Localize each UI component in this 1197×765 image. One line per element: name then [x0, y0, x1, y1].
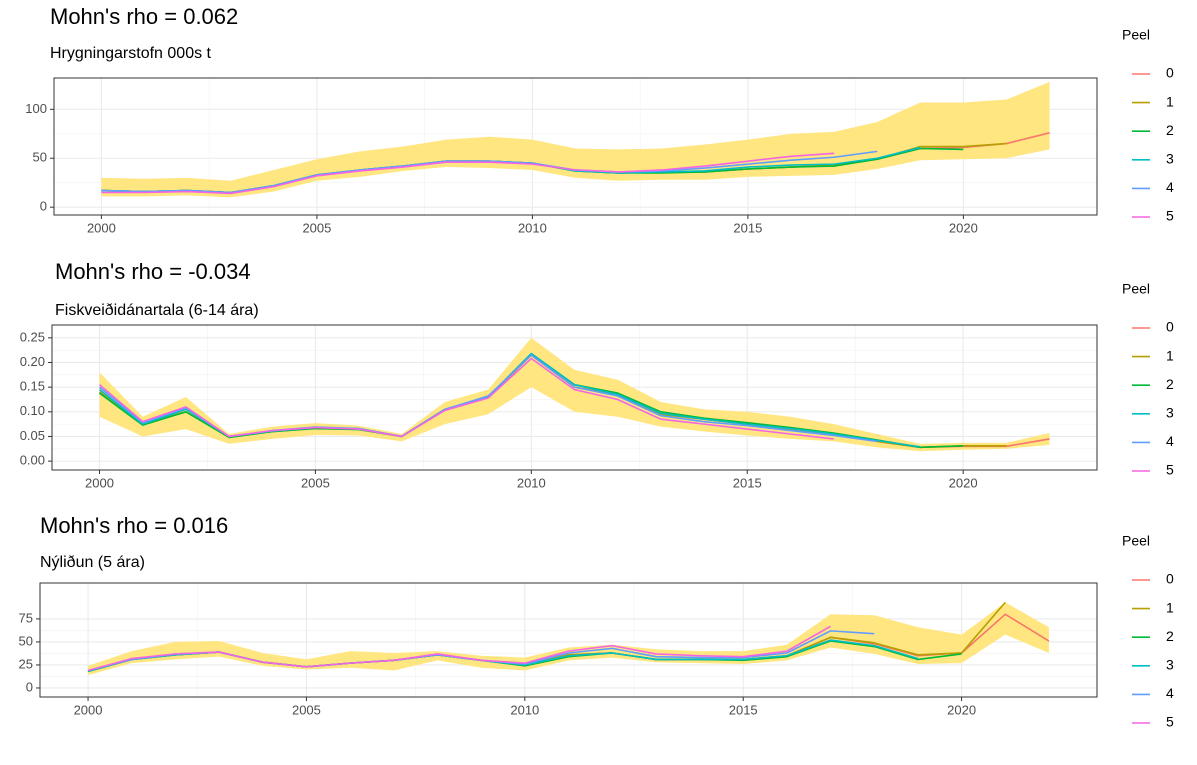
- x-tick-label: 2010: [510, 702, 539, 717]
- y-tick-label: 0.10: [20, 403, 45, 418]
- series-line: [101, 152, 835, 195]
- confidence-band: [88, 602, 1049, 676]
- x-tick-label: 2010: [517, 475, 546, 490]
- x-tick-label: 2020: [949, 220, 978, 235]
- panel: Mohn's rho = -0.034 Fiskveiðidánartala (6…: [20, 259, 1174, 491]
- x-tick-label: 2005: [301, 475, 330, 490]
- y-tick-label: 0: [26, 679, 33, 694]
- legend-label: 1: [1166, 347, 1174, 363]
- series-line: [98, 357, 834, 440]
- legend: Peel 0 1 2 3 4 5: [1122, 27, 1174, 224]
- legend-label: 4: [1166, 685, 1174, 701]
- x-tick-label: 2015: [729, 702, 758, 717]
- plot-border: [39, 582, 1098, 698]
- y-tick-label: 75: [19, 610, 33, 625]
- confidence-band: [101, 81, 1050, 198]
- y-tick-label: 100: [25, 101, 47, 116]
- x-tick-label: 2000: [74, 702, 103, 717]
- legend-label: 0: [1166, 319, 1174, 335]
- legend: Peel 0 1 2 3 4 5: [1122, 281, 1174, 478]
- y-tick-label: 0.05: [20, 428, 45, 443]
- legend-title: Peel: [1122, 27, 1150, 43]
- legend-label: 3: [1166, 151, 1174, 167]
- x-tick-label: 2020: [949, 475, 978, 490]
- chart-subtitle: Hrygningarstofn 000s t: [50, 45, 212, 62]
- series-line: [101, 150, 878, 194]
- legend-label: 1: [1166, 93, 1174, 109]
- x-tick-label: 2015: [733, 475, 762, 490]
- x-tick-label: 2005: [292, 702, 321, 717]
- y-tick-label: 0.15: [20, 379, 45, 394]
- x-tick-label: 2020: [947, 702, 976, 717]
- y-tick-label: 25: [19, 656, 33, 671]
- legend-label: 4: [1166, 179, 1174, 195]
- legend-label: 0: [1166, 65, 1174, 81]
- y-tick-label: 0.00: [20, 453, 45, 468]
- chart-title: Mohn's rho = 0.016: [40, 513, 228, 538]
- x-tick-label: 2000: [87, 220, 116, 235]
- legend-label: 5: [1166, 208, 1174, 224]
- legend-label: 3: [1166, 405, 1174, 421]
- y-tick-label: 50: [19, 633, 33, 648]
- x-tick-label: 2015: [733, 220, 762, 235]
- legend-label: 2: [1166, 122, 1174, 138]
- legend-label: 4: [1166, 433, 1174, 449]
- legend-label: 5: [1166, 714, 1174, 730]
- legend-label: 2: [1166, 376, 1174, 392]
- x-tick-label: 2000: [85, 475, 114, 490]
- panel: Mohn's rho = 0.062 Hrygningarstofn 000s t…: [25, 4, 1174, 236]
- x-tick-label: 2005: [302, 220, 331, 235]
- confidence-band: [99, 337, 1050, 452]
- legend-title: Peel: [1122, 533, 1150, 549]
- chart-subtitle: Nýliðun (5 ára): [40, 554, 145, 571]
- y-tick-label: 0.25: [20, 329, 45, 344]
- legend-label: 2: [1166, 628, 1174, 644]
- chart-title: Mohn's rho = 0.062: [50, 4, 238, 29]
- plot-border: [51, 324, 1098, 471]
- chart-title: Mohn's rho = -0.034: [55, 259, 251, 284]
- legend-label: 3: [1166, 657, 1174, 673]
- chart-subtitle: Fiskveiðidánartala (6-14 ára): [55, 302, 259, 319]
- legend: Peel 0 1 2 3 4 5: [1122, 533, 1174, 730]
- legend-title: Peel: [1122, 281, 1150, 297]
- series-line: [87, 625, 831, 672]
- legend-label: 0: [1166, 571, 1174, 587]
- y-tick-label: 50: [33, 150, 47, 165]
- y-tick-label: 0.20: [20, 354, 45, 369]
- plot-border: [53, 77, 1098, 216]
- x-tick-label: 2010: [518, 220, 547, 235]
- legend-label: 5: [1166, 462, 1174, 478]
- legend-label: 1: [1166, 599, 1174, 615]
- y-tick-label: 0: [40, 199, 47, 214]
